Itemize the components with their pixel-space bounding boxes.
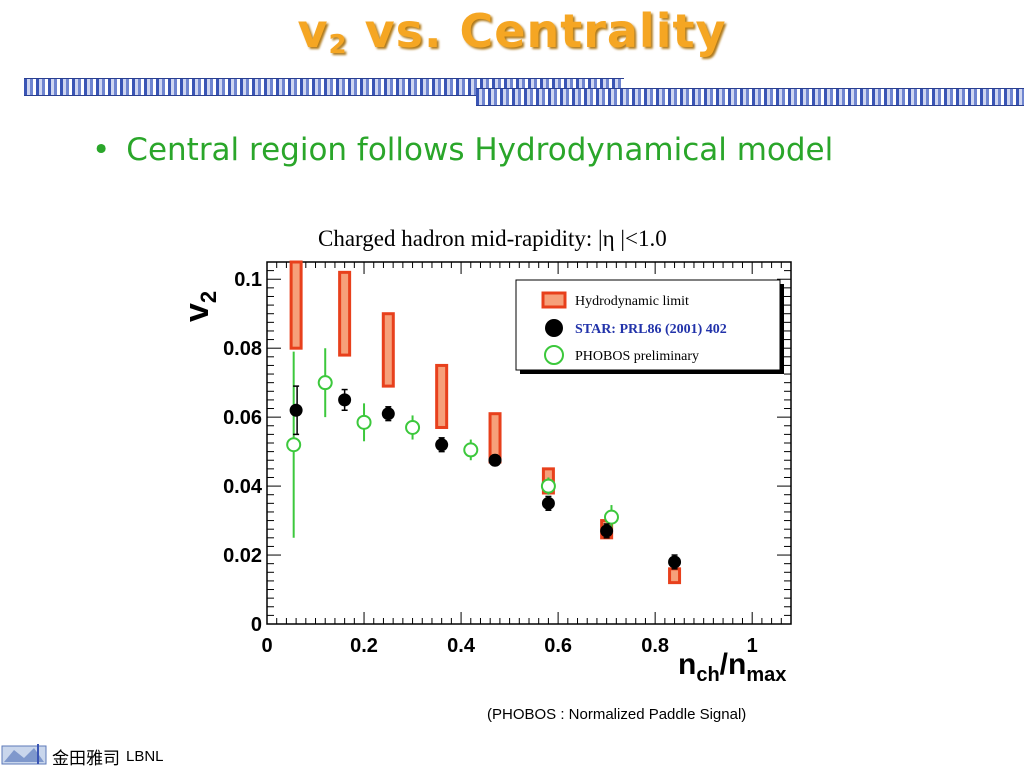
- hydro-box: [381, 312, 395, 388]
- legend: Hydrodynamic limit STAR: PRL86 (2001) 40…: [515, 279, 784, 374]
- x-tick-label: 0.8: [641, 635, 669, 657]
- star-point: [488, 453, 502, 467]
- phobos-series: [286, 348, 619, 538]
- x-axis-label-ch: ch: [696, 664, 720, 686]
- title-v: v: [297, 4, 329, 58]
- decorative-band-left: [24, 78, 624, 96]
- x-tick-label: 0.6: [544, 635, 572, 657]
- hydro-box: [435, 363, 449, 429]
- y-tick-label: 0: [251, 614, 262, 636]
- y-tick-label: 0.08: [223, 338, 262, 360]
- x-axis-ticks: 0 0.2 0.4 0.6 0.8 1: [261, 262, 792, 657]
- berkeley-lab-logo-icon: [1, 744, 47, 765]
- phobos-point: [356, 414, 372, 430]
- phobos-point: [317, 375, 333, 391]
- footer-lbnl: LBNL: [126, 748, 164, 765]
- x-tick-label: 0.4: [447, 635, 476, 657]
- legend-hydro-marker: [541, 291, 567, 309]
- star-point: [338, 393, 352, 407]
- star-point: [289, 403, 303, 417]
- legend-hydro-label: Hydrodynamic limit: [575, 294, 689, 309]
- x-tick-label: 0.2: [350, 635, 378, 657]
- x-axis-label-n: n: [678, 648, 697, 681]
- star-point: [381, 407, 395, 421]
- x-tick-label: 0: [261, 635, 272, 657]
- slide-title: v2 vs. Centrality: [0, 4, 1024, 60]
- x-tick-label: 1: [747, 635, 758, 657]
- y-axis-ticks: 0 0.02 0.04 0.06 0.08 0.1: [223, 261, 791, 636]
- hydro-box: [289, 260, 303, 350]
- y-tick-label: 0.04: [223, 476, 263, 498]
- y-tick-label: 0.1: [234, 269, 262, 291]
- x-axis-label: nch/nmax: [678, 648, 786, 687]
- star-point: [668, 555, 682, 569]
- phobos-point: [603, 509, 619, 525]
- legend-phobos-marker: [544, 345, 564, 365]
- y-tick-label: 0.02: [223, 545, 262, 567]
- star-point: [600, 524, 614, 538]
- title-subscript: 2: [328, 30, 348, 60]
- hydro-box: [338, 270, 352, 357]
- x-axis-label-n2: /n: [719, 648, 747, 681]
- phobos-point: [463, 442, 479, 458]
- star-series: [289, 385, 682, 570]
- legend-phobos-label: PHOBOS preliminary: [575, 349, 699, 364]
- star-point: [435, 438, 449, 452]
- phobos-point: [405, 419, 421, 435]
- title-rest: vs. Centrality: [347, 4, 727, 58]
- bullet-text: Central region follows Hydrodynamical mo…: [126, 132, 834, 168]
- hydro-box: [668, 567, 682, 585]
- x-axis-label-max: max: [746, 664, 787, 686]
- chart-title: Charged hadron mid-rapidity: |η |<1.0: [318, 226, 667, 251]
- phobos-point: [286, 437, 302, 453]
- y-tick-label: 0.06: [223, 407, 262, 429]
- chart-caption: (PHOBOS : Normalized Paddle Signal): [487, 706, 747, 723]
- bullet-mark: •: [92, 132, 111, 168]
- legend-star-marker: [545, 319, 563, 337]
- legend-star-label: STAR: PRL86 (2001) 402: [575, 322, 727, 337]
- phobos-point: [540, 478, 556, 494]
- bullet-point: • Central region follows Hydrodynamical m…: [92, 132, 833, 168]
- star-point: [541, 496, 555, 510]
- footer-chinese-name: 金田雅司: [52, 749, 120, 769]
- decorative-band-right: [476, 88, 1024, 106]
